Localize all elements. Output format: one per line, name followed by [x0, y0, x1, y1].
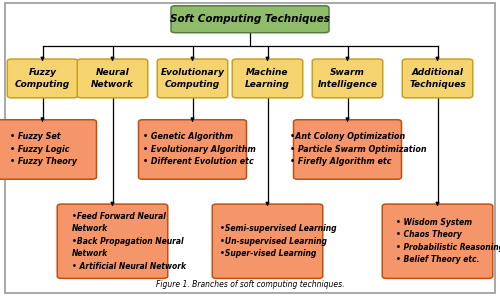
FancyBboxPatch shape	[212, 204, 323, 278]
Text: • Wisdom System
• Chaos Theory
• Probabilistic Reasoning
• Belief Theory etc.: • Wisdom System • Chaos Theory • Probabi…	[396, 218, 500, 265]
Text: Swarm
Intelligence: Swarm Intelligence	[318, 68, 378, 89]
FancyBboxPatch shape	[58, 204, 168, 278]
Text: Soft Computing Techniques: Soft Computing Techniques	[170, 14, 330, 24]
FancyBboxPatch shape	[77, 59, 148, 98]
FancyBboxPatch shape	[5, 3, 495, 293]
Text: Machine
Learning: Machine Learning	[245, 68, 290, 89]
FancyBboxPatch shape	[382, 204, 492, 278]
Text: •Ant Colony Optimization
• Particle Swarm Optimization
• Firefly Algorithm etc: •Ant Colony Optimization • Particle Swar…	[290, 133, 426, 166]
FancyBboxPatch shape	[294, 120, 402, 179]
FancyBboxPatch shape	[138, 120, 246, 179]
FancyBboxPatch shape	[402, 59, 473, 98]
Text: • Genetic Algorithm
• Evolutionary Algorithm
• Different Evolution etc: • Genetic Algorithm • Evolutionary Algor…	[142, 133, 256, 166]
Text: • Fuzzy Set
• Fuzzy Logic
• Fuzzy Theory: • Fuzzy Set • Fuzzy Logic • Fuzzy Theory	[10, 133, 77, 166]
Text: •Feed Forward Neural
Network
•Back Propagation Neural
Network
• Artificial Neura: •Feed Forward Neural Network •Back Propa…	[72, 212, 186, 271]
FancyBboxPatch shape	[171, 6, 329, 33]
FancyBboxPatch shape	[312, 59, 383, 98]
Text: •Semi-supervised Learning
•Un-supervised Learning
•Super-vised Learning: •Semi-supervised Learning •Un-supervised…	[220, 224, 336, 258]
FancyBboxPatch shape	[232, 59, 303, 98]
Text: Additional
Techniques: Additional Techniques	[409, 68, 466, 89]
Text: Fuzzy
Computing: Fuzzy Computing	[15, 68, 70, 89]
FancyBboxPatch shape	[0, 120, 96, 179]
FancyBboxPatch shape	[157, 59, 228, 98]
Text: Neural
Network: Neural Network	[91, 68, 134, 89]
Text: Evolutionary
Computing: Evolutionary Computing	[160, 68, 224, 89]
Text: Figure 1. Branches of soft computing techniques.: Figure 1. Branches of soft computing tec…	[156, 280, 344, 289]
FancyBboxPatch shape	[8, 59, 78, 98]
